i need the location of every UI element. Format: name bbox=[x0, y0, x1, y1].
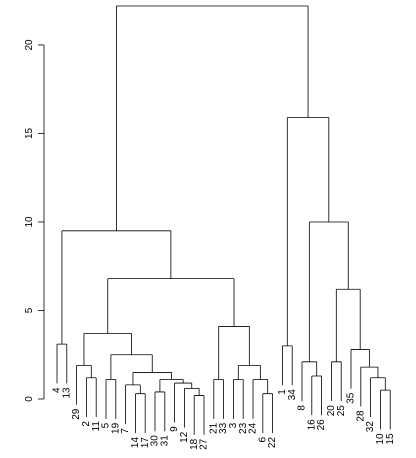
leaf-label: 12 bbox=[179, 431, 190, 443]
merge bbox=[107, 278, 235, 334]
leaf-label: 9 bbox=[169, 426, 180, 432]
leaf-label: 31 bbox=[159, 435, 170, 447]
merge bbox=[105, 379, 117, 419]
merge bbox=[308, 221, 349, 362]
merge bbox=[132, 372, 172, 385]
merge bbox=[83, 333, 132, 366]
merge bbox=[115, 5, 309, 231]
merge bbox=[286, 117, 330, 346]
leaf-label: 8 bbox=[297, 405, 308, 411]
leaf-label: 20 bbox=[326, 405, 337, 417]
merge bbox=[311, 375, 322, 416]
leaf-label: 23 bbox=[238, 422, 249, 434]
y-tick-label: 20 bbox=[24, 39, 35, 51]
leaf-label: 5 bbox=[101, 422, 112, 428]
merge bbox=[135, 393, 146, 433]
leaf-label: 34 bbox=[287, 389, 298, 401]
leaf-label: 22 bbox=[267, 437, 278, 449]
merge bbox=[159, 379, 184, 392]
merge bbox=[350, 349, 370, 389]
leaf-label: 27 bbox=[199, 438, 210, 450]
leaf-label: 25 bbox=[336, 405, 347, 417]
merge bbox=[56, 343, 68, 384]
merge bbox=[370, 377, 386, 418]
leaf-label: 35 bbox=[346, 392, 357, 404]
y-tick-label: 10 bbox=[24, 216, 35, 228]
leaf-label: 16 bbox=[306, 419, 317, 431]
leaf-label: 1 bbox=[277, 389, 288, 395]
merge bbox=[360, 366, 379, 407]
merge bbox=[301, 361, 318, 402]
leaf-label: 13 bbox=[61, 387, 72, 399]
merge bbox=[76, 364, 92, 405]
merge bbox=[218, 326, 250, 380]
leaf-label: 30 bbox=[150, 435, 161, 447]
leaf-label: 11 bbox=[91, 421, 102, 432]
leaf-label: 26 bbox=[316, 419, 327, 431]
leaf-label: 14 bbox=[130, 437, 141, 449]
leaf-label: 10 bbox=[375, 433, 386, 445]
leaf-label: 19 bbox=[110, 422, 121, 434]
merge bbox=[233, 379, 244, 419]
y-tick-label: 5 bbox=[24, 307, 35, 313]
merge bbox=[154, 391, 166, 432]
leaf-label: 28 bbox=[355, 410, 366, 422]
leaf-label: 6 bbox=[257, 437, 268, 443]
merge bbox=[193, 395, 205, 435]
leaf-label: 4 bbox=[52, 387, 63, 393]
leaf-label: 33 bbox=[218, 422, 229, 434]
leaf-label: 3 bbox=[228, 422, 239, 428]
merge bbox=[380, 389, 391, 430]
merge bbox=[174, 382, 193, 423]
leaf-label: 15 bbox=[385, 433, 396, 445]
leaf-label: 29 bbox=[71, 408, 82, 420]
merge bbox=[125, 384, 141, 425]
merge bbox=[86, 377, 97, 418]
merge bbox=[252, 379, 269, 419]
merge bbox=[335, 288, 361, 362]
merge bbox=[184, 387, 200, 428]
merge bbox=[262, 393, 273, 433]
y-tick-label: 0 bbox=[24, 396, 35, 402]
leaf-label: 17 bbox=[140, 437, 151, 449]
leaf-label: 2 bbox=[81, 421, 92, 427]
leaf-label: 7 bbox=[120, 428, 131, 434]
merge bbox=[331, 361, 342, 402]
y-tick-label: 15 bbox=[24, 127, 35, 139]
merge bbox=[213, 379, 224, 419]
leaf-label: 21 bbox=[208, 422, 219, 434]
leaf-label: 24 bbox=[248, 422, 259, 434]
merge bbox=[110, 354, 153, 380]
leaf-label: 18 bbox=[189, 438, 200, 450]
leaf-label: 32 bbox=[365, 421, 376, 433]
merge bbox=[237, 364, 261, 380]
merge bbox=[282, 345, 293, 386]
merge bbox=[61, 230, 172, 345]
